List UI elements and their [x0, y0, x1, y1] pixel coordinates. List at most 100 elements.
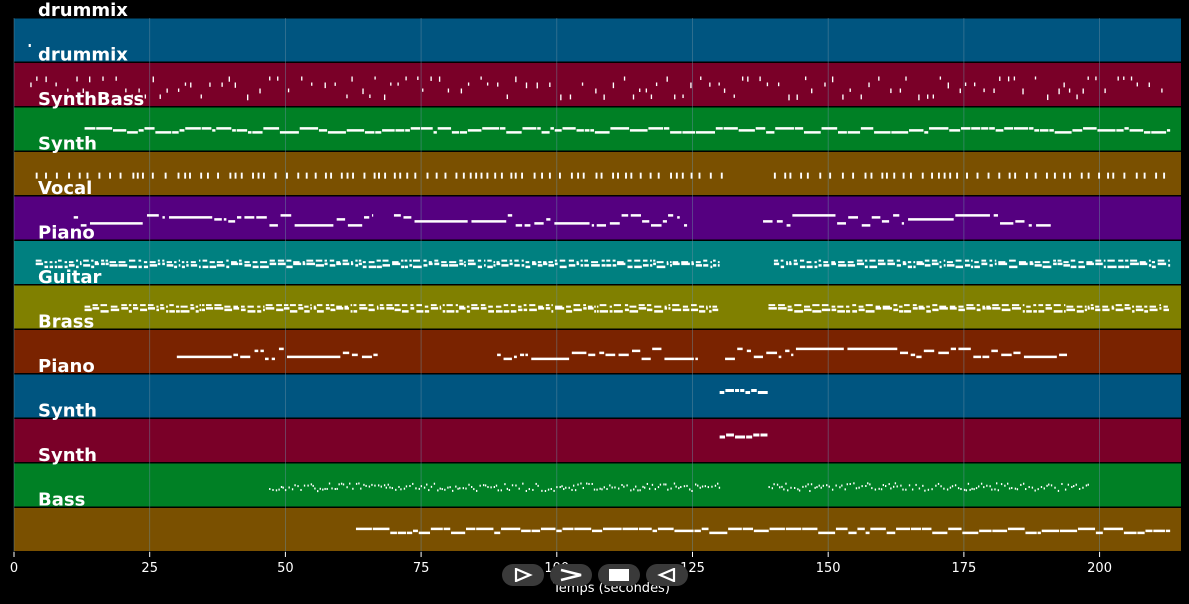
note	[430, 304, 437, 307]
note	[818, 259, 822, 262]
note	[576, 129, 584, 132]
note	[838, 131, 847, 134]
note	[382, 264, 391, 267]
note	[816, 486, 818, 489]
note	[686, 484, 688, 487]
note	[500, 172, 503, 179]
note	[846, 305, 850, 308]
note	[1161, 88, 1163, 93]
note	[231, 261, 237, 264]
note	[112, 129, 127, 132]
note	[160, 304, 164, 307]
note	[668, 307, 671, 310]
note	[613, 304, 622, 307]
note	[902, 261, 906, 264]
note	[376, 305, 379, 308]
note	[773, 483, 775, 486]
note	[73, 216, 79, 219]
note	[1145, 529, 1153, 533]
note	[178, 259, 181, 262]
note	[691, 262, 694, 266]
note	[773, 259, 779, 262]
note	[842, 94, 844, 100]
note	[404, 259, 408, 262]
note	[672, 262, 680, 266]
note	[144, 94, 147, 99]
note	[449, 264, 459, 267]
note	[247, 310, 256, 313]
note	[1028, 486, 1030, 489]
note	[896, 527, 911, 531]
note	[987, 172, 990, 179]
note	[642, 485, 644, 488]
note	[1103, 265, 1106, 269]
note	[287, 88, 290, 93]
note	[1064, 310, 1066, 313]
note	[1001, 353, 1012, 357]
note	[644, 486, 646, 489]
note	[591, 264, 600, 267]
note	[976, 172, 979, 179]
note	[200, 94, 202, 99]
note	[642, 264, 649, 267]
note	[263, 308, 265, 312]
note	[297, 172, 300, 179]
note	[465, 487, 467, 490]
note	[376, 307, 379, 310]
note	[794, 127, 804, 130]
note	[342, 483, 345, 486]
note	[763, 220, 773, 223]
note	[363, 172, 366, 179]
note	[55, 172, 58, 179]
note	[306, 259, 314, 262]
note	[856, 262, 865, 266]
note	[291, 488, 294, 491]
note	[1125, 259, 1129, 262]
rewind-button[interactable]	[646, 564, 688, 586]
note	[109, 264, 118, 267]
note	[818, 531, 836, 535]
note	[298, 307, 304, 310]
note	[1045, 172, 1048, 179]
note	[717, 482, 719, 485]
note	[49, 261, 53, 264]
play-button[interactable]	[502, 564, 544, 586]
note	[875, 307, 882, 310]
note	[387, 483, 389, 486]
note	[831, 305, 836, 308]
note	[893, 304, 898, 307]
note	[738, 129, 755, 132]
note	[559, 486, 561, 489]
note	[918, 305, 924, 308]
note	[902, 172, 905, 179]
note	[1018, 262, 1028, 266]
x-tick-label: 175	[951, 561, 976, 576]
note	[180, 310, 190, 313]
note	[668, 214, 674, 217]
note	[302, 261, 305, 264]
note	[336, 307, 344, 310]
fast-forward-button[interactable]	[550, 564, 592, 586]
note	[740, 389, 745, 392]
note	[462, 487, 464, 490]
note	[726, 433, 734, 437]
note	[642, 259, 648, 262]
note	[596, 310, 599, 313]
note	[935, 484, 937, 487]
note	[1117, 76, 1119, 81]
note	[540, 527, 556, 531]
stop-button[interactable]	[598, 564, 640, 586]
note	[778, 307, 787, 310]
note	[342, 259, 348, 262]
track-notes	[35, 172, 1166, 179]
note	[929, 127, 949, 130]
note	[978, 485, 980, 488]
note	[870, 527, 886, 531]
note	[406, 172, 409, 179]
note	[757, 391, 768, 394]
note	[670, 172, 672, 179]
note	[956, 172, 959, 179]
note	[674, 94, 676, 100]
note	[618, 487, 620, 490]
track-lane	[14, 152, 1181, 195]
